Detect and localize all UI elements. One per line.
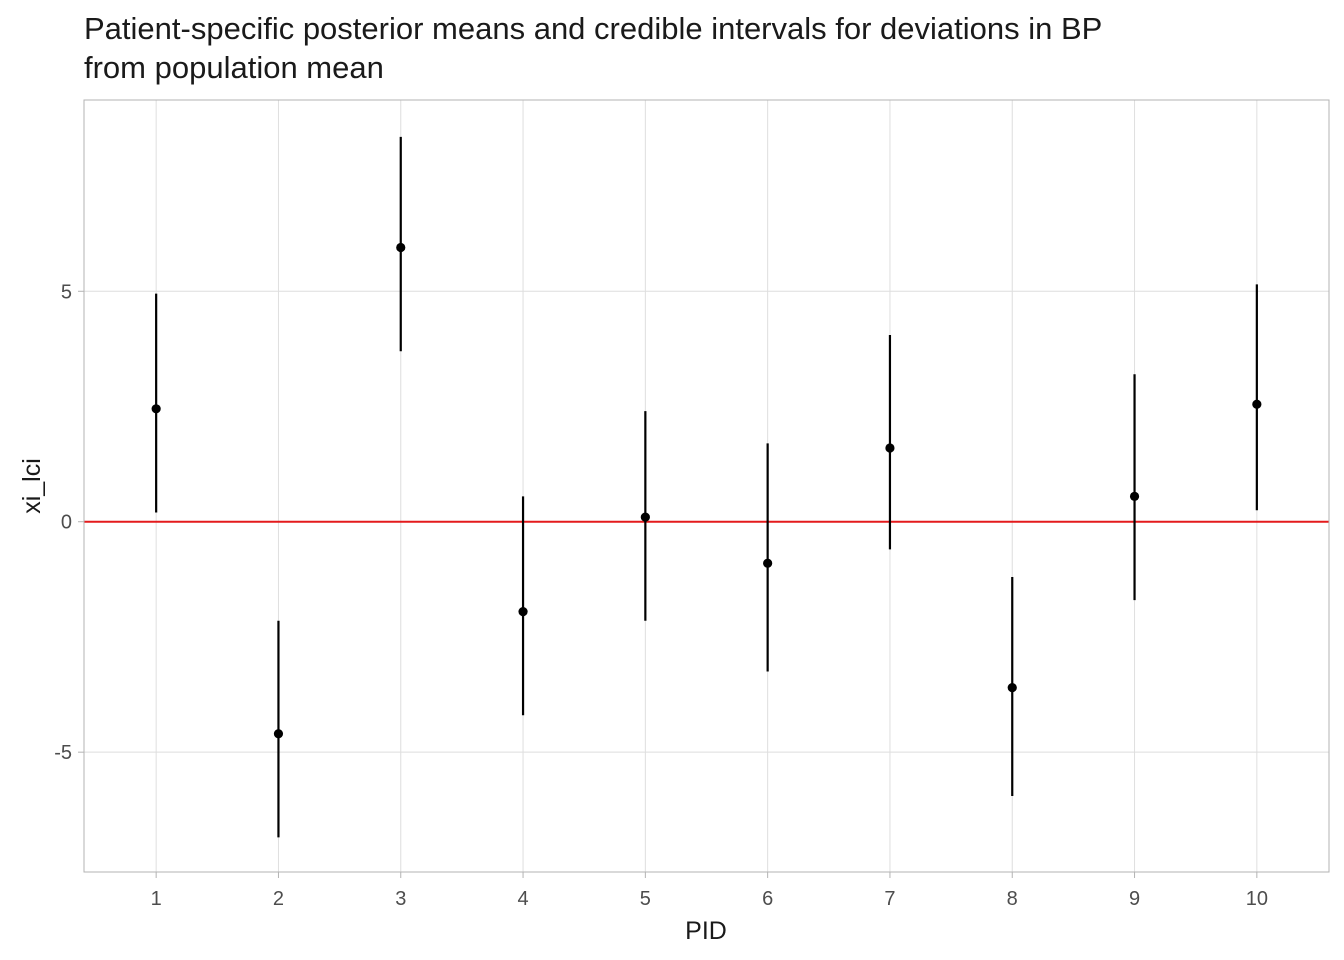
x-tick-label-5: 5 (640, 888, 651, 910)
posterior-mean-point-pid-10 (1252, 399, 1262, 409)
posterior-mean-point-pid-5 (640, 512, 650, 522)
posterior-mean-point-pid-9 (1129, 491, 1140, 501)
x-tick-label-2: 2 (273, 888, 284, 910)
panel-border-layer (83, 99, 1330, 873)
y-axis-ticks: -5 0 5 (54, 281, 84, 764)
x-axis-title: PID (685, 917, 727, 945)
x-tick-label-3: 3 (395, 888, 406, 910)
credible-intervals (155, 136, 1258, 838)
y-tick-label--5: -5 (54, 742, 72, 764)
posterior-mean-point-pid-2 (273, 729, 284, 739)
x-tick-label-8: 8 (1007, 888, 1018, 910)
x-tick-label-4: 4 (517, 888, 528, 910)
y-tick-label-0: 0 (61, 512, 72, 534)
x-tick-label-9: 9 (1129, 888, 1140, 910)
y-axis-title: xi_lci (18, 458, 46, 514)
x-tick-label-1: 1 (151, 888, 162, 910)
x-axis-ticks: 1 2 3 4 5 6 7 8 9 10 (151, 872, 1268, 910)
posterior-mean-point-pid-4 (518, 606, 528, 617)
x-tick-label-6: 6 (762, 888, 773, 910)
posterior-means (151, 242, 1262, 739)
panel-border (83, 99, 1330, 873)
posterior-mean-point-pid-8 (1007, 683, 1017, 693)
posterior-mean-point-pid-3 (396, 242, 406, 253)
posterior-mean-point-pid-7 (885, 443, 895, 453)
x-tick-label-10: 10 (1246, 888, 1268, 910)
chart-title-line-2: from population mean (84, 50, 384, 85)
x-tick-label-7: 7 (884, 888, 895, 910)
posterior-mean-point-pid-6 (763, 558, 773, 568)
posterior-mean-point-pid-1 (151, 404, 161, 414)
chart-title-line-1: Patient-specific posterior means and cre… (84, 11, 1102, 46)
y-tick-label-5: 5 (61, 281, 72, 303)
grid (84, 100, 1329, 872)
